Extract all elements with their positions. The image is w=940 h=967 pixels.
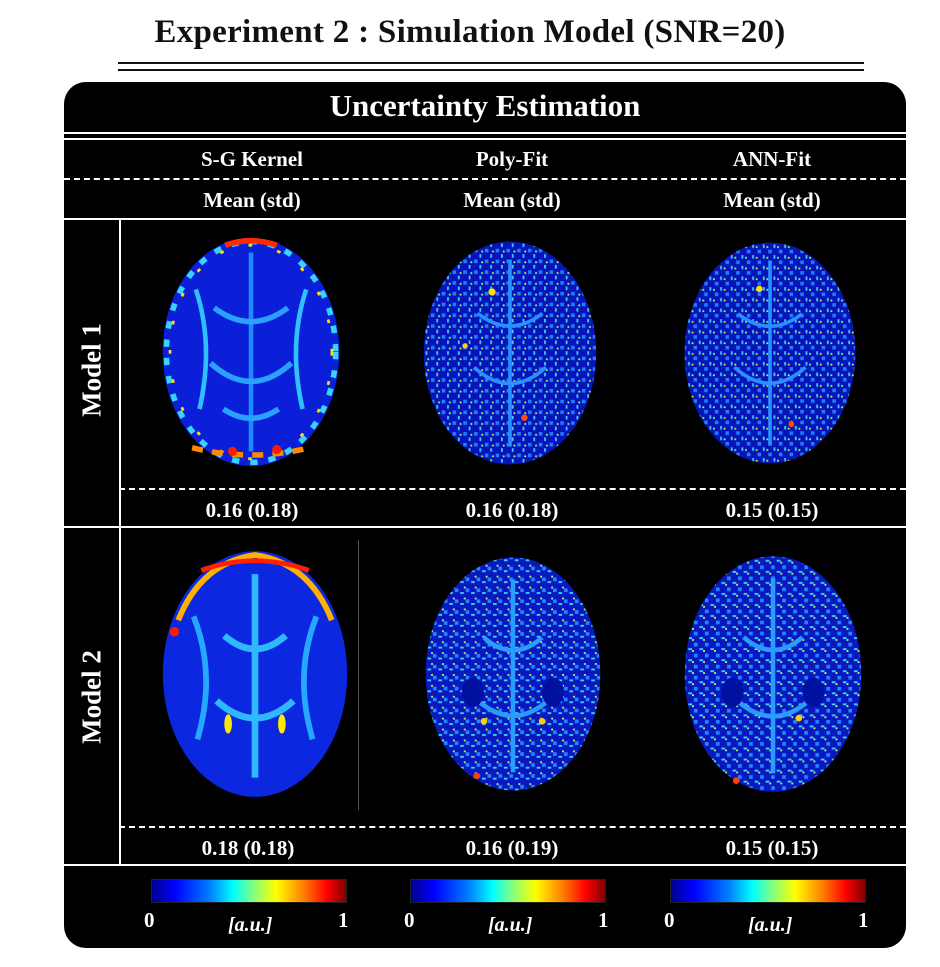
figure-title: Experiment 2 : Simulation Model (SNR=20) <box>154 14 786 50</box>
brain-map-model1-poly-fit <box>423 241 597 465</box>
rule <box>64 138 906 140</box>
colorbar-unit: [a.u.] <box>488 914 533 936</box>
row-label-model-1: Model 1 <box>76 323 107 417</box>
brain-map-model1-ann-fit <box>684 242 856 464</box>
dashed-rule <box>119 826 906 828</box>
colorbar-unit: [a.u.] <box>228 914 273 936</box>
brain-map-model2-poly-fit <box>425 557 601 791</box>
colorbar-poly-fit <box>410 879 606 903</box>
col-stat-label: Mean (std) <box>723 188 821 212</box>
rule <box>64 864 906 866</box>
results-panel: Uncertainty Estimation S-G Kernel Poly-F… <box>64 82 906 948</box>
brain-map-model2-sg-kernel <box>162 551 348 797</box>
value-model2-ann-fit: 0.15 (0.15) <box>725 836 819 860</box>
colorbar-ann-fit <box>670 879 866 903</box>
colorbar-max-label: 1 <box>338 908 349 932</box>
dashed-rule <box>119 488 906 490</box>
colorbar-max-label: 1 <box>598 908 609 932</box>
panel-title: Uncertainty Estimation <box>329 88 641 123</box>
row-label-divider <box>119 219 121 864</box>
colorbar-min-label: 0 <box>144 908 155 932</box>
rule <box>64 218 906 220</box>
value-model2-poly-fit: 0.16 (0.19) <box>465 836 559 860</box>
row-label-model-2: Model 2 <box>76 650 107 744</box>
colorbar-min-label: 0 <box>404 908 415 932</box>
value-model1-poly-fit: 0.16 (0.18) <box>465 498 559 522</box>
title-rule-top <box>118 62 864 64</box>
dashed-rule <box>64 178 906 180</box>
image-edge <box>358 540 359 810</box>
col-header-poly-fit: Poly-Fit <box>475 147 549 171</box>
col-stat-label: Mean (std) <box>203 188 301 212</box>
rule <box>64 526 906 528</box>
rule <box>64 132 906 134</box>
brain-map-model2-ann-fit <box>684 556 862 792</box>
value-model1-sg-kernel: 0.16 (0.18) <box>205 498 299 522</box>
title-rule-bottom <box>118 69 864 71</box>
value-model2-sg-kernel: 0.18 (0.18) <box>201 836 295 860</box>
col-header-sg-kernel: S-G Kernel <box>200 147 304 171</box>
colorbar-unit: [a.u.] <box>748 914 793 936</box>
colorbar-sg-kernel <box>151 879 347 903</box>
colorbar-max-label: 1 <box>858 908 869 932</box>
col-header-ann-fit: ANN-Fit <box>732 147 812 171</box>
brain-map-model1-sg-kernel <box>162 237 340 467</box>
colorbar-min-label: 0 <box>664 908 675 932</box>
value-model1-ann-fit: 0.15 (0.15) <box>725 498 819 522</box>
col-stat-label: Mean (std) <box>463 188 561 212</box>
